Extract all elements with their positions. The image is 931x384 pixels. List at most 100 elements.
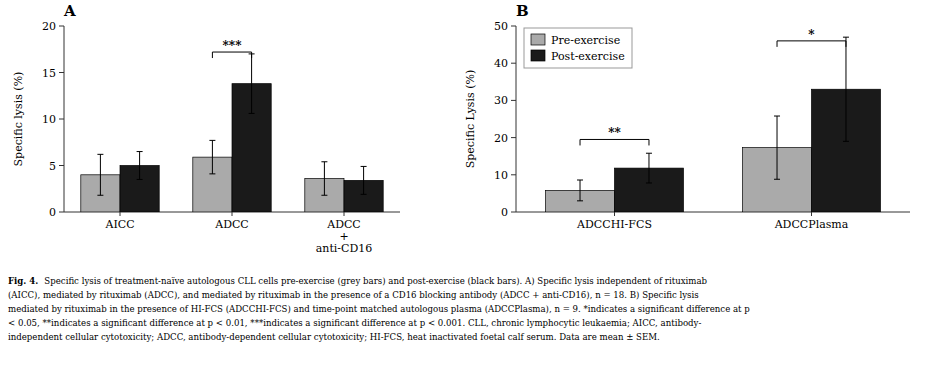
legend-swatch bbox=[531, 50, 545, 61]
panel-title: A bbox=[63, 2, 76, 20]
caption-line: independent cellular cytotoxicity; ADCC,… bbox=[8, 332, 660, 342]
y-tick-label: 50 bbox=[494, 20, 508, 33]
caption-title: Fig. 4. bbox=[8, 276, 38, 286]
legend-label: Pre-exercise bbox=[551, 34, 620, 47]
x-tick-label: ADCC bbox=[214, 218, 249, 231]
legend: Pre-exercise Post-exercise bbox=[524, 28, 632, 68]
y-tick bbox=[59, 212, 64, 213]
y-tick-label: 20 bbox=[494, 132, 508, 145]
significance-label: ** bbox=[608, 126, 621, 140]
y-tick bbox=[59, 165, 64, 166]
error-cap bbox=[577, 200, 583, 201]
y-tick-label: 5 bbox=[49, 160, 56, 173]
error-cap bbox=[361, 166, 367, 167]
y-tick bbox=[511, 212, 516, 213]
x-tick-label-line: anti-CD16 bbox=[316, 242, 373, 255]
error-cap bbox=[249, 113, 255, 114]
y-tick bbox=[511, 137, 516, 138]
x-tick-label-line: ADCC bbox=[214, 218, 249, 231]
caption-line: (AICC), mediated by rituximab (ADCC), an… bbox=[8, 290, 699, 300]
error-cap bbox=[209, 140, 215, 141]
x-tick bbox=[614, 212, 615, 216]
caption-text: Specific lysis of treatment-naïve autolo… bbox=[44, 276, 707, 286]
y-tick bbox=[511, 100, 516, 101]
caption-line: < 0.05, **indicates a significant differ… bbox=[8, 318, 701, 328]
error-cap bbox=[361, 194, 367, 195]
caption: Fig. 4. Specific lysis of treatment-naïve… bbox=[8, 276, 750, 342]
error-cap bbox=[97, 195, 103, 196]
y-axis-label: Specific lysis (%) bbox=[12, 72, 25, 167]
panel: A Specific lysis (%) 0 5 10 15 20 AICC ADCC ADCC+… bbox=[12, 2, 400, 255]
y-tick bbox=[59, 72, 64, 73]
error-cap bbox=[774, 116, 780, 117]
y-tick bbox=[511, 174, 516, 175]
error-line bbox=[324, 162, 325, 195]
error-cap bbox=[321, 195, 327, 196]
y-tick-label: 10 bbox=[42, 113, 56, 126]
error-bar bbox=[361, 166, 367, 194]
x-tick-label: ADCC+anti-CD16 bbox=[316, 218, 373, 255]
error-cap bbox=[646, 153, 652, 154]
x-tick-label: AICC bbox=[104, 218, 134, 231]
significance-label: *** bbox=[223, 39, 243, 53]
error-cap bbox=[577, 180, 583, 181]
figure: A Specific lysis (%) 0 5 10 15 20 AICC ADCC ADCC+… bbox=[0, 0, 931, 384]
x-tick bbox=[232, 212, 233, 216]
error-cap bbox=[843, 37, 849, 38]
significance-label: * bbox=[808, 28, 815, 42]
error-cap bbox=[209, 173, 215, 174]
error-line bbox=[845, 37, 846, 141]
x-tick-label-line: AICC bbox=[104, 218, 134, 231]
y-tick bbox=[511, 63, 516, 64]
error-bar bbox=[646, 153, 652, 183]
error-line bbox=[139, 152, 140, 180]
error-line bbox=[212, 140, 213, 173]
error-bar bbox=[321, 162, 327, 195]
y-tick-label: 20 bbox=[42, 20, 56, 33]
y-tick-label: 0 bbox=[49, 206, 56, 219]
y-tick-label: 30 bbox=[494, 94, 508, 107]
y-tick-label: 15 bbox=[42, 67, 56, 80]
legend-label: Post-exercise bbox=[551, 50, 625, 63]
y-tick-label: 0 bbox=[501, 206, 508, 219]
y-tick-label: 10 bbox=[494, 169, 508, 182]
error-bar bbox=[137, 152, 143, 180]
error-cap bbox=[843, 141, 849, 142]
caption-line: mediated by rituximab in the presence of… bbox=[8, 304, 750, 314]
error-cap bbox=[137, 179, 143, 180]
y-tick bbox=[59, 26, 64, 27]
y-axis-label: Specific Lysis (%) bbox=[464, 70, 477, 168]
error-bar bbox=[774, 116, 780, 179]
x-tick bbox=[120, 212, 121, 216]
error-bar bbox=[209, 140, 215, 173]
marks bbox=[81, 54, 383, 212]
panel-title: B bbox=[516, 2, 529, 20]
error-bar bbox=[97, 154, 103, 195]
y-tick bbox=[59, 119, 64, 120]
error-bar bbox=[843, 37, 849, 141]
legend-swatch bbox=[531, 34, 545, 45]
x-tick-label: ADCCHI-FCS bbox=[576, 218, 652, 231]
error-line bbox=[777, 116, 778, 179]
error-bar bbox=[249, 54, 255, 114]
caption-line: Fig. 4. Specific lysis of treatment-naïve… bbox=[8, 276, 708, 286]
x-tick-label-line: ADCCHI-FCS bbox=[576, 218, 652, 231]
x-tick-label: ADCCPlasma bbox=[774, 218, 849, 231]
x-tick bbox=[811, 212, 812, 216]
y-axis-line bbox=[64, 26, 65, 212]
error-line bbox=[363, 166, 364, 194]
error-cap bbox=[774, 179, 780, 180]
error-line bbox=[100, 154, 101, 195]
error-cap bbox=[646, 182, 652, 183]
error-bar bbox=[577, 180, 583, 201]
y-axis-line bbox=[516, 26, 517, 212]
error-cap bbox=[137, 151, 143, 152]
x-tick bbox=[344, 212, 345, 216]
x-tick-label-line: ADCCPlasma bbox=[774, 218, 849, 231]
error-line bbox=[251, 54, 252, 114]
error-cap bbox=[97, 154, 103, 155]
y-tick-label: 40 bbox=[494, 57, 508, 70]
panel: B Specific Lysis (%) 0 10 20 30 40 50 ADCCHI-FCS… bbox=[464, 2, 910, 231]
error-line bbox=[648, 153, 649, 183]
error-line bbox=[580, 180, 581, 201]
